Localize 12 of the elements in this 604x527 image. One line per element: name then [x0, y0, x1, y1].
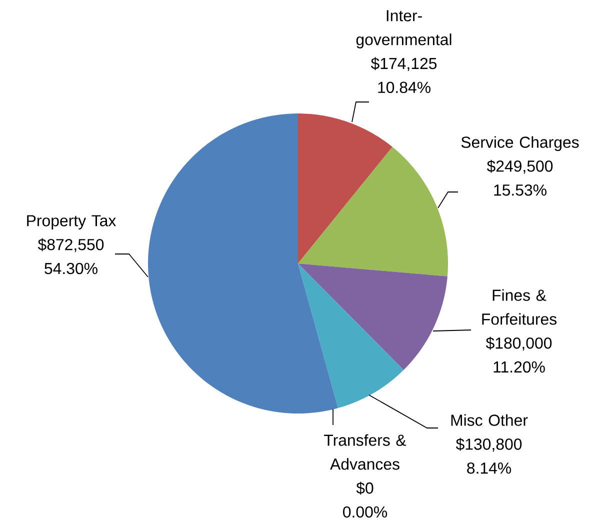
data-label: $872,550 54.30% [38, 238, 104, 274]
data-label: $180,000 11.20% [486, 336, 552, 373]
slice-label: Inter-governmental [356, 10, 452, 48]
data-label: $174,125 10.84% [370, 57, 437, 94]
slice-label: Fines & Forfeitures [482, 289, 557, 325]
data-label: $130,800 8.14% [456, 438, 522, 474]
slice-label: Property Tax [27, 215, 116, 230]
slice-label: Misc Other [451, 414, 528, 426]
slice-label: Service Charges [461, 136, 579, 152]
legend-label: Transfers & Advances [324, 434, 406, 470]
data-label: $249,500 15.53% [486, 160, 553, 196]
text: $0 0.00% [343, 482, 388, 518]
